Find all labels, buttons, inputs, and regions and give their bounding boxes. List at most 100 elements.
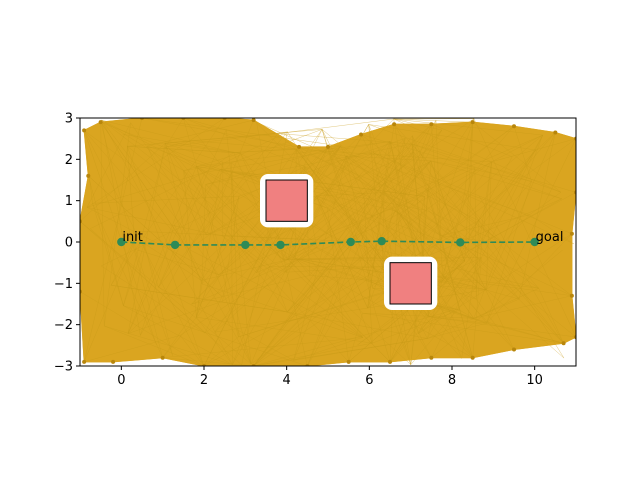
x-tick-label: 10 <box>526 373 543 388</box>
roadmap-node <box>297 144 302 149</box>
roadmap-edge <box>183 118 305 167</box>
roadmap-edge <box>459 309 474 319</box>
roadmap-edge <box>101 119 234 153</box>
roadmap-edge <box>123 243 145 306</box>
roadmap-edge <box>127 146 136 250</box>
roadmap-node <box>512 124 516 129</box>
roadmap-edge <box>141 118 341 147</box>
y-tick-label: −2 <box>54 318 73 333</box>
roadmap-edge <box>431 134 543 358</box>
roadmap-edge <box>427 187 465 262</box>
roadmap-boundary-edge <box>253 119 300 148</box>
roadmap-edge <box>430 160 532 182</box>
roadmap-edge <box>529 192 562 216</box>
roadmap-node <box>326 144 330 149</box>
roadmap-edge <box>104 325 205 366</box>
roadmap-edge <box>373 152 504 244</box>
roadmap-edge <box>191 275 310 305</box>
roadmap-edge <box>101 120 141 336</box>
roadmap-edge <box>103 122 131 327</box>
roadmap-edge <box>110 231 140 286</box>
roadmap-edge <box>293 240 343 361</box>
roadmap-edge <box>412 135 418 200</box>
roadmap-edge <box>389 141 423 267</box>
roadmap-edge <box>183 118 252 365</box>
path-waypoint <box>117 237 126 247</box>
roadmap-edge <box>188 249 203 284</box>
roadmap-edge <box>183 118 297 150</box>
roadmap-edge <box>253 309 454 366</box>
roadmap-edge <box>440 235 460 311</box>
roadmap-edge <box>282 257 482 260</box>
roadmap-edge <box>372 309 460 344</box>
roadmap-boundary-edge <box>389 357 432 363</box>
roadmap-edge <box>100 122 105 326</box>
roadmap-node <box>251 118 256 123</box>
roadmap-edge <box>422 196 425 267</box>
roadmap-boundary-edge <box>83 130 89 176</box>
roadmap-edge <box>431 249 563 358</box>
roadmap-node <box>98 120 103 125</box>
roadmap-edge <box>393 118 473 123</box>
roadmap-edge <box>253 342 373 366</box>
roadmap-edge <box>427 298 520 339</box>
roadmap-edge <box>287 161 492 313</box>
roadmap-edge <box>201 259 289 281</box>
roadmap-edge <box>287 210 378 313</box>
roadmap-edge <box>196 141 391 167</box>
roadmap-node <box>388 359 392 364</box>
roadmap-edge <box>253 210 427 366</box>
roadmap-edge <box>393 124 487 290</box>
roadmap-edge <box>486 181 532 324</box>
roadmap-edge <box>127 129 323 147</box>
roadmap-edge <box>101 120 233 365</box>
roadmap-boundary-edge <box>307 361 349 366</box>
roadmap-edge <box>127 146 234 153</box>
roadmap-edge <box>485 132 556 290</box>
roadmap-edge <box>204 152 234 173</box>
y-tick-label: 2 <box>65 153 73 168</box>
roadmap-edge <box>104 325 233 365</box>
roadmap-edge <box>468 122 473 251</box>
roadmap-edge <box>302 239 363 314</box>
roadmap-edge <box>269 266 288 313</box>
roadmap-edge <box>196 316 373 344</box>
roadmap-boundary-edges <box>80 118 576 366</box>
roadmap-edge <box>138 231 159 288</box>
roadmap-boundary-edge <box>113 357 163 363</box>
roadmap-edge <box>473 118 576 338</box>
roadmap-edge <box>464 122 473 262</box>
roadmap-edge <box>461 161 492 359</box>
roadmap-edge <box>321 129 469 251</box>
roadmap-edge <box>232 124 369 365</box>
roadmap-edge <box>277 118 394 134</box>
roadmap-node <box>429 122 434 127</box>
roadmap-edge <box>134 249 173 356</box>
roadmap-edge <box>92 203 124 306</box>
roadmap-node <box>346 359 351 364</box>
roadmap-node <box>569 231 574 236</box>
roadmap-edge <box>307 141 391 366</box>
roadmap-boundary-edge <box>555 132 576 140</box>
roadmap-edge <box>174 162 232 226</box>
roadmap-edge <box>164 143 252 365</box>
roadmap-edge <box>214 307 368 333</box>
roadmap-edge <box>281 248 308 366</box>
roadmap-edge <box>475 220 479 300</box>
y-tick-label: 0 <box>65 236 73 251</box>
roadmap-edge <box>183 162 232 171</box>
roadmap-edge <box>92 203 163 358</box>
roadmap-edge <box>165 143 223 163</box>
roadmap-edge <box>384 192 487 290</box>
roadmap-edge <box>123 305 308 366</box>
roadmap-node <box>561 341 566 346</box>
roadmap-edge <box>316 195 469 251</box>
roadmap-edge <box>473 295 572 319</box>
roadmap-edge <box>147 119 254 147</box>
roadmap-edge <box>293 155 348 361</box>
roadmap-edge <box>307 138 406 366</box>
roadmap-edge <box>86 172 206 208</box>
roadmap-boundary-edge <box>80 175 89 222</box>
roadmap-edge <box>158 129 227 288</box>
roadmap-edge <box>101 119 206 173</box>
